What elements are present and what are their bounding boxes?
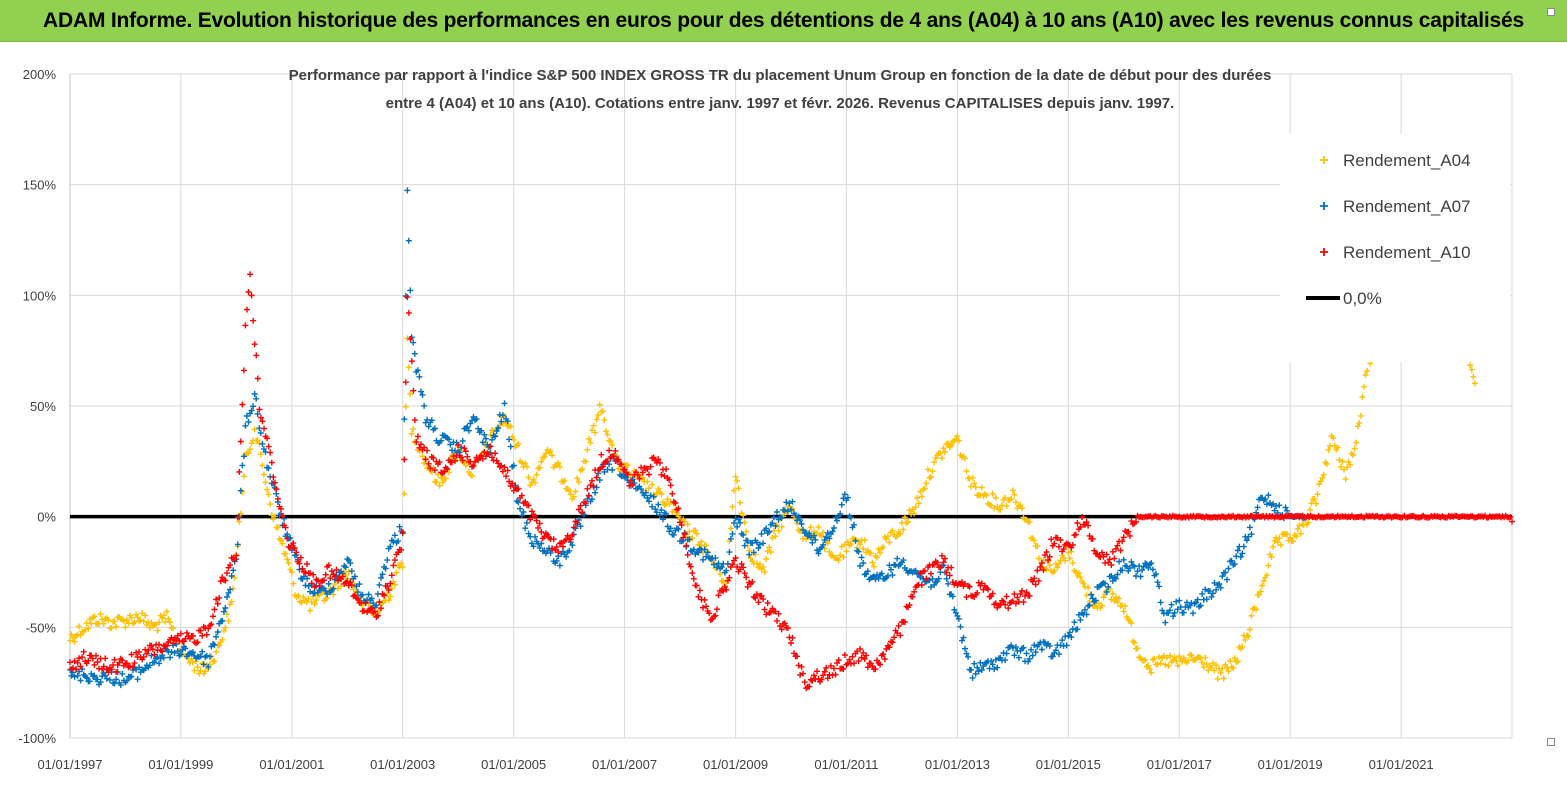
x-tick-label: 01/01/2005	[481, 757, 546, 772]
legend-label: Rendement_A04	[1343, 151, 1471, 170]
y-tick-label: 0%	[37, 510, 56, 525]
chart-title-line1: Performance par rapport à l'indice S&P 5…	[289, 67, 1272, 84]
x-tick-label: 01/01/2019	[1258, 757, 1323, 772]
report-title: ADAM Informe. Evolution historique des p…	[43, 8, 1524, 32]
resize-handle-bottom-right	[1547, 738, 1555, 746]
series-marks-Rendement_A10	[67, 271, 1515, 692]
report-banner: ADAM Informe. Evolution historique des p…	[0, 0, 1567, 42]
x-tick-label: 01/01/2013	[925, 757, 990, 772]
resize-handle-top-right	[1547, 8, 1555, 16]
performance-chart: -100% -50% 0% 50% 100% 150% 200% 01/01/1997 01/0…	[18, 67, 1515, 772]
x-tick-label: 01/01/1999	[148, 757, 213, 772]
legend-label: 0,0%	[1343, 289, 1382, 308]
x-tick-label: 01/01/2015	[1036, 757, 1101, 772]
x-tick-label: 01/01/1997	[37, 757, 102, 772]
x-tick-label: 01/01/2011	[814, 757, 878, 772]
legend-marker-Rendement_A10	[1320, 248, 1328, 256]
chart-axis-ticks: -100% -50% 0% 50% 100% 150% 200% 01/01/1997 01/0…	[18, 67, 1433, 772]
legend-marker-Rendement_A04	[1320, 156, 1328, 164]
chart-gridlines	[69, 73, 1513, 739]
series-marks-Rendement_A04	[67, 304, 1478, 682]
y-tick-label: 200%	[23, 67, 57, 82]
legend-marker-Rendement_A07	[1320, 202, 1328, 210]
legend-label: Rendement_A10	[1343, 243, 1471, 262]
y-tick-label: 100%	[23, 288, 57, 303]
x-tick-label: 01/01/2003	[370, 757, 435, 772]
y-tick-label: 150%	[23, 178, 57, 193]
x-tick-label: 01/01/2007	[592, 757, 657, 772]
y-tick-label: -100%	[18, 731, 56, 746]
series-Rendement_A10	[67, 271, 1515, 692]
chart-plot-area	[67, 187, 1515, 692]
y-tick-label: -50%	[26, 620, 57, 635]
x-tick-label: 01/01/2009	[703, 757, 768, 772]
y-tick-label: 50%	[30, 399, 56, 414]
legend-label: Rendement_A07	[1343, 197, 1471, 216]
chart-title-line2: entre 4 (A04) et 10 ans (A10). Cotations…	[386, 95, 1175, 112]
chart-legend: Rendement_A04 Rendement_A07 Rendement_A10 0…	[1306, 151, 1471, 308]
legend-box	[1280, 134, 1510, 362]
x-tick-label: 01/01/2001	[259, 757, 324, 772]
x-tick-label: 01/01/2021	[1369, 757, 1434, 772]
x-tick-label: 01/01/2017	[1147, 757, 1212, 772]
series-Rendement_A04	[67, 304, 1478, 682]
